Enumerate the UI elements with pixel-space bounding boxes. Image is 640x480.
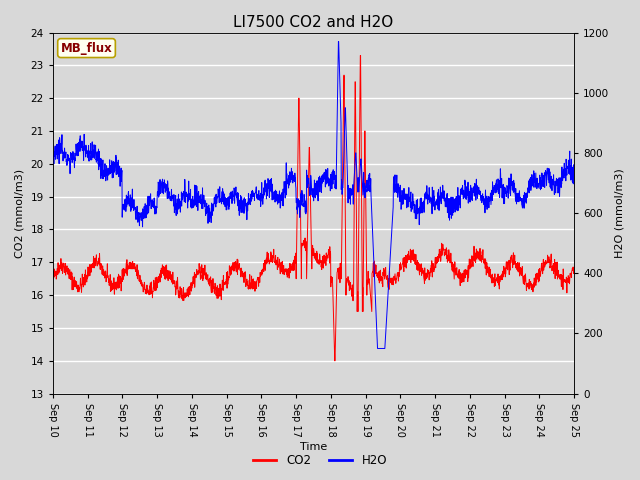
H2O [374, 346, 381, 351]
CO2 [556, 273, 563, 278]
Line: H2O: H2O [53, 42, 574, 348]
H2O [556, 194, 563, 200]
Line: CO2: CO2 [53, 56, 574, 361]
H2O [556, 184, 563, 190]
Title: LI7500 CO2 and H2O: LI7500 CO2 and H2O [234, 15, 394, 30]
CO2 [570, 269, 578, 275]
H2O [49, 156, 57, 162]
H2O [335, 39, 342, 45]
Y-axis label: CO2 (mmol/m3): CO2 (mmol/m3) [15, 168, 25, 258]
CO2 [76, 285, 83, 290]
H2O [289, 169, 296, 175]
CO2 [556, 276, 563, 281]
CO2 [303, 239, 310, 245]
H2O [460, 193, 468, 199]
H2O [76, 147, 83, 153]
CO2 [49, 274, 57, 280]
Y-axis label: H2O (mmol/m3): H2O (mmol/m3) [615, 168, 625, 258]
CO2 [289, 264, 296, 270]
CO2 [460, 279, 468, 285]
H2O [570, 169, 578, 175]
Legend: CO2, H2O: CO2, H2O [248, 449, 392, 472]
CO2 [331, 358, 339, 364]
X-axis label: Time: Time [300, 442, 327, 452]
CO2 [356, 53, 364, 59]
Text: MB_flux: MB_flux [61, 42, 113, 55]
H2O [303, 209, 310, 215]
